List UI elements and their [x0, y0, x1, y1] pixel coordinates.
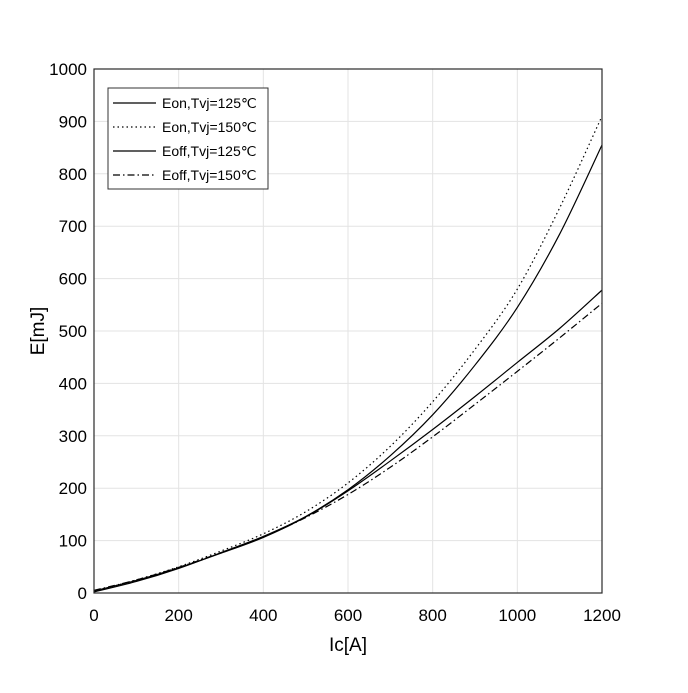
legend-label-0: Eon,Tvj=125℃: [162, 95, 257, 111]
legend-box: [107, 87, 269, 190]
x-tick-label-1: 200: [164, 606, 192, 625]
legend-label-1: Eon,Tvj=150℃: [162, 119, 257, 135]
x-tick-label-0: 0: [89, 606, 98, 625]
x-tick-label-4: 800: [418, 606, 446, 625]
y-tick-label-0: 0: [78, 584, 87, 603]
y-tick-label-7: 700: [59, 217, 87, 236]
y-tick-label-4: 400: [59, 374, 87, 393]
legend: Eon,Tvj=125℃ Eon,Tvj=150℃ Eoff,Tvj=125℃ Eof…: [107, 87, 269, 190]
y-tick-label-3: 300: [59, 427, 87, 446]
y-tick-labels: 0 100 200 300 400 500 600 700 800 900 1000: [49, 60, 87, 603]
series-lines: [93, 115, 603, 593]
plot-frame: [93, 68, 603, 594]
y-axis-title: E[mJ]: [28, 307, 49, 356]
legend-label-2: Eoff,Tvj=125℃: [162, 143, 256, 159]
series-line-3: [93, 302, 603, 591]
x-tick-label-5: 1000: [498, 606, 536, 625]
y-tick-label-1: 100: [59, 532, 87, 551]
x-tick-label-2: 400: [249, 606, 277, 625]
x-tick-labels: 0 200 400 600 800 1000 1200: [89, 606, 621, 625]
y-tick-label-8: 800: [59, 165, 87, 184]
x-tick-label-3: 600: [334, 606, 362, 625]
y-tick-label-6: 600: [59, 270, 87, 289]
x-axis-title: Ic[A]: [329, 635, 367, 656]
y-tick-label-10: 1000: [49, 60, 87, 79]
x-tick-label-6: 1200: [583, 606, 621, 625]
y-tick-label-9: 900: [59, 112, 87, 131]
y-tick-label-5: 500: [59, 322, 87, 341]
grid: [94, 69, 602, 593]
legend-label-3: Eoff,Tvj=150℃: [162, 167, 256, 183]
y-tick-label-2: 200: [59, 479, 87, 498]
